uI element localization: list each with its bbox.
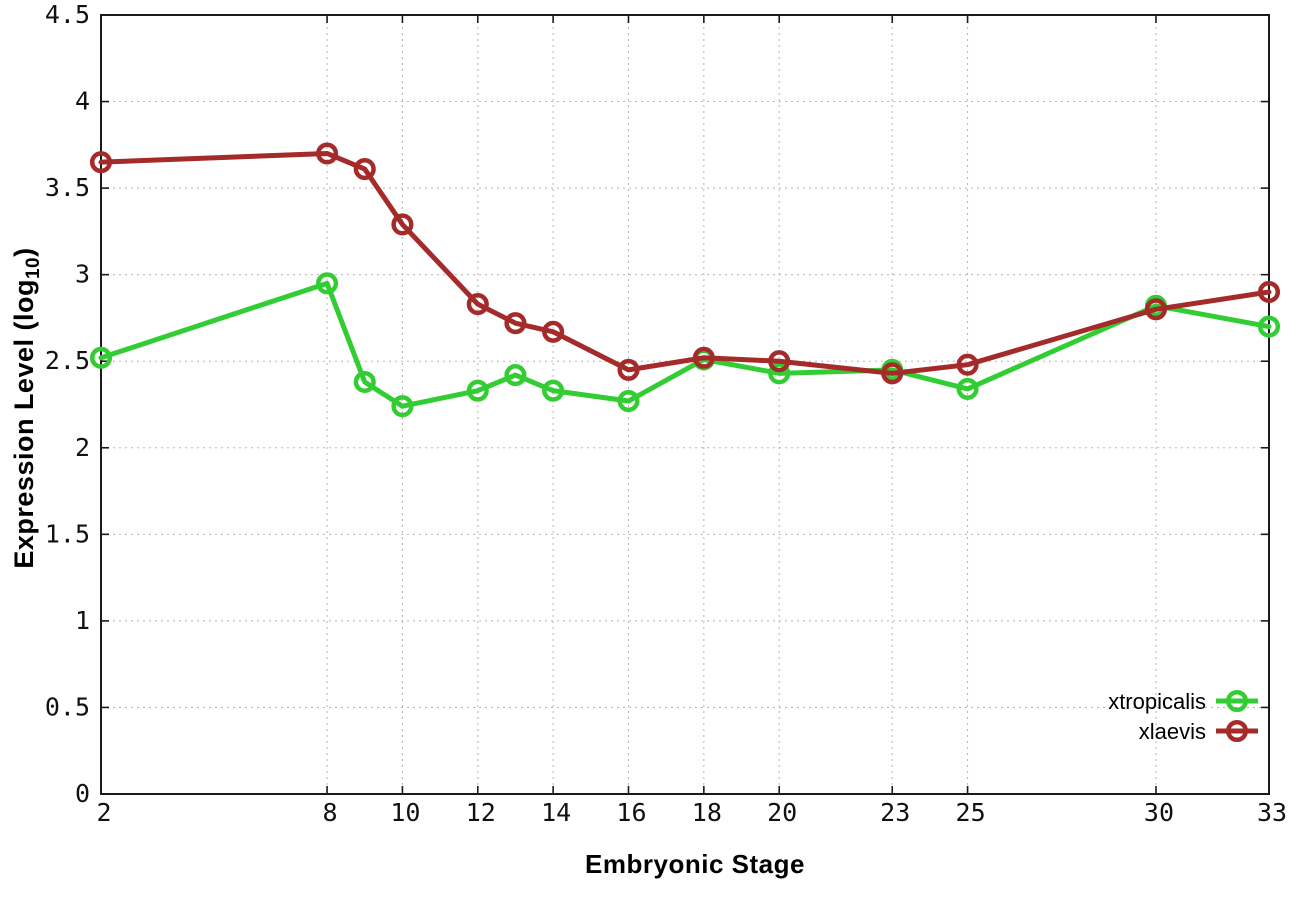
x-tick-label: 30	[1144, 798, 1174, 827]
legend: xtropicalis xlaevis	[1108, 689, 1258, 744]
data-point-xlaevis-stage-9	[353, 158, 376, 181]
tick-marks	[100, 14, 1270, 795]
data-point-xlaevis-stage-30	[1144, 298, 1168, 321]
y-tick-label: 3.5	[45, 173, 90, 202]
data-point-xtropicalis-stage-8	[316, 272, 339, 295]
data-point-xlaevis-stage-20	[768, 350, 791, 373]
data-point-xtropicalis-stage-13	[504, 364, 527, 387]
y-axis-title: Expression Level (log10)	[9, 247, 45, 568]
data-point-xlaevis-stage-33	[1257, 280, 1281, 304]
x-tick-label: 2	[96, 798, 111, 827]
x-tick-label: 16	[616, 798, 646, 827]
y-axis-title-main: Expression Level (log	[8, 279, 39, 569]
x-tick-label: 20	[767, 798, 797, 827]
data-point-xtropicalis-stage-9	[353, 370, 376, 394]
y-tick-label: 4.5	[45, 0, 90, 29]
legend-marker-xlaevis	[1225, 719, 1249, 743]
y-tick-label: 3	[75, 260, 90, 289]
data-point-xlaevis-stage-12	[466, 293, 489, 316]
data-point-xtropicalis-stage-12	[466, 379, 489, 402]
x-tick-label: 25	[956, 798, 986, 827]
y-tick-label: 2.5	[45, 346, 90, 375]
x-tick-label: 14	[541, 798, 571, 827]
x-tick-label: 23	[880, 798, 910, 827]
data-point-xtropicalis-stage-2	[89, 346, 113, 369]
legend-label-xtropicalis: xtropicalis	[1108, 689, 1206, 714]
data-point-xtropicalis-stage-10	[391, 395, 414, 418]
y-tick-label: 0	[75, 779, 90, 808]
x-tick-label: 8	[323, 798, 338, 827]
x-tick-label: 33	[1257, 798, 1287, 827]
data-point-xtropicalis-stage-33	[1257, 315, 1281, 338]
legend-label-xlaevis: xlaevis	[1139, 719, 1206, 744]
series-line-xlaevis	[98, 150, 1272, 376]
legend-marker-xtropicalis	[1225, 689, 1249, 713]
x-tick-label: 18	[692, 798, 722, 827]
data-point-xlaevis-stage-23	[881, 362, 904, 385]
data-point-xtropicalis-stage-20	[768, 362, 791, 385]
plot-border	[100, 14, 1270, 795]
y-axis-title-suffix: )	[8, 247, 39, 257]
x-tick-label: 10	[390, 798, 420, 827]
data-point-xtropicalis-stage-14	[542, 379, 565, 402]
data-point-xlaevis-stage-14	[542, 320, 565, 343]
y-tick-label: 0.5	[45, 692, 90, 721]
series-line-xtropicalis	[98, 280, 1272, 409]
series-xlaevis	[89, 142, 1281, 385]
x-tick-label: 12	[466, 798, 496, 827]
data-point-xlaevis-stage-2	[89, 151, 113, 174]
x-axis-title: Embryonic Stage	[585, 849, 805, 879]
data-point-xlaevis-stage-8	[316, 142, 339, 165]
series-xtropicalis	[89, 272, 1281, 418]
gridlines	[101, 15, 1269, 794]
data-point-xtropicalis-stage-16	[617, 389, 640, 413]
y-tick-label: 2	[75, 433, 90, 462]
data-point-xtropicalis-stage-25	[956, 377, 979, 400]
data-point-xlaevis-stage-25	[956, 353, 979, 376]
data-point-xlaevis-stage-13	[504, 312, 527, 335]
data-point-xlaevis-stage-16	[617, 358, 640, 381]
tick-labels: 2 8 10 12 14 16 18 20 23 25 30 33 0 0.5 1 1.5 2 2.5 3 3.5 4 4…	[45, 0, 1287, 827]
y-tick-label: 1	[75, 606, 90, 635]
data-point-xlaevis-stage-10	[391, 213, 414, 236]
y-tick-label: 4	[75, 87, 90, 116]
data-point-xlaevis-stage-18	[692, 346, 715, 369]
y-tick-label: 1.5	[45, 519, 90, 548]
y-axis-title-subscript: 10	[23, 256, 45, 280]
